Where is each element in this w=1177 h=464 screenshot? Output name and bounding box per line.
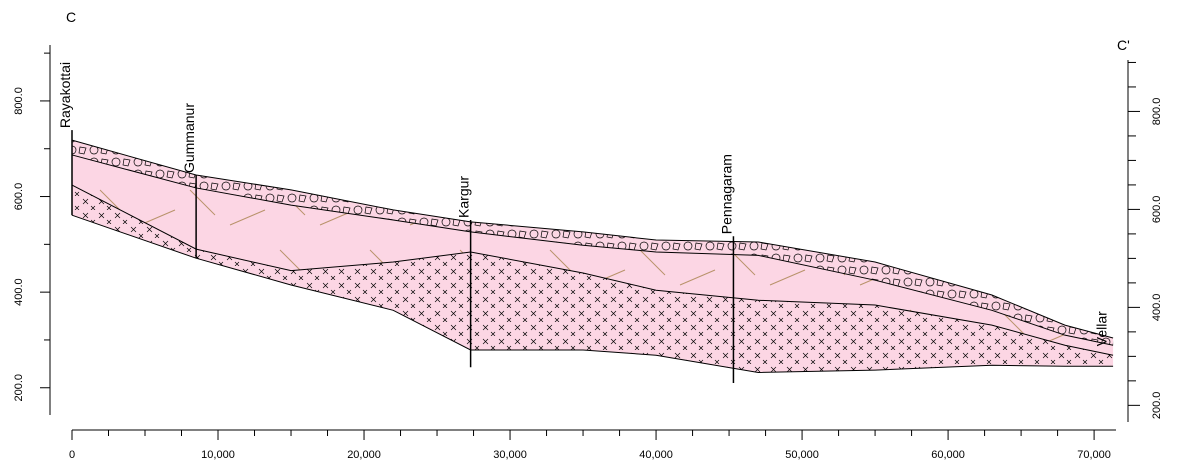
well-label: Kargur (456, 176, 472, 218)
y2-tick-label: 200.0 (1151, 392, 1163, 420)
x-tick-label: 0 (69, 449, 75, 461)
x-tick-label: 10,000 (201, 449, 235, 461)
y-tick-label: 200.0 (13, 374, 25, 402)
y-tick-label: 800.0 (13, 87, 25, 115)
x-tick-label: 50,000 (785, 449, 819, 461)
x-tick-label: 60,000 (931, 449, 965, 461)
well-label: Gummanur (181, 103, 197, 173)
y-tick-label: 400.0 (13, 278, 25, 306)
section-end-label: C' (1117, 37, 1130, 53)
y2-tick-label: 400.0 (1151, 294, 1163, 322)
well-label: Rayakottai (57, 62, 73, 128)
well-label: Pennagaram (718, 154, 734, 234)
y-tick-label: 600.0 (13, 183, 25, 211)
y2-tick-label: 600.0 (1151, 196, 1163, 224)
layers (72, 140, 1113, 372)
section-start-label: C (66, 9, 76, 25)
x-tick-label: 70,000 (1077, 449, 1111, 461)
x-tick-label: 30,000 (493, 449, 527, 461)
cross-section-chart: C C' Rayakottai Gummanur Kargur Pennagaram V… (0, 0, 1177, 464)
well-label: Vellar (1094, 311, 1110, 346)
x-tick-label: 40,000 (639, 449, 673, 461)
y2-tick-label: 800.0 (1151, 98, 1163, 126)
x-tick-label: 20,000 (347, 449, 381, 461)
